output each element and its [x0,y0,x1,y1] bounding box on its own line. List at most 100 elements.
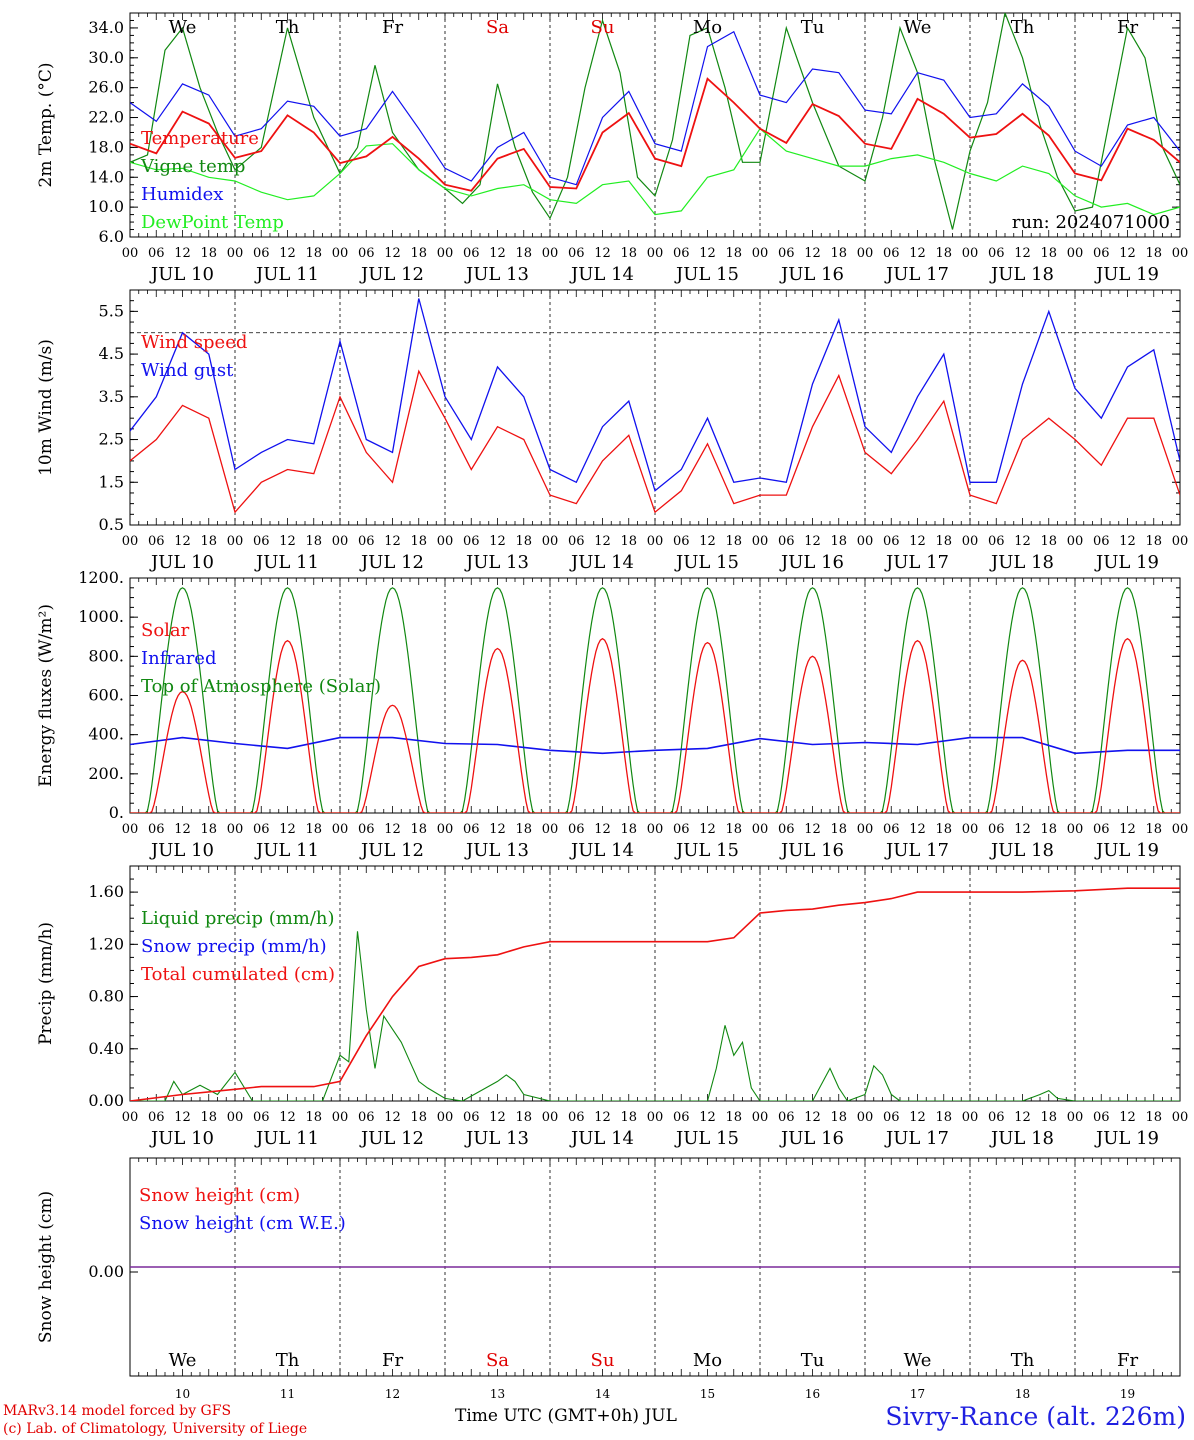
hour-tick-label: 00 [1172,822,1189,837]
hour-tick-label: 00 [647,246,664,261]
hour-tick-label: 18 [830,246,847,261]
hour-tick-label: 06 [463,534,480,549]
series-temperature-line [130,77,1180,192]
y-tick-label: 4.5 [99,344,124,363]
date-label: JUL 13 [464,1128,529,1149]
hour-tick-label: 00 [332,246,349,261]
date-label: JUL 11 [254,264,319,285]
hour-tick-label: 06 [358,246,375,261]
date-label: JUL 12 [359,552,424,573]
hour-tick-label: 06 [463,246,480,261]
hour-tick-label: 18 [515,246,532,261]
hour-tick-label: 06 [883,1110,900,1125]
date-label: JUL 18 [989,1128,1054,1149]
y-tick-label: 3.5 [99,387,124,406]
hour-tick-label: 06 [778,1110,795,1125]
hour-tick-label: 12 [279,1110,296,1125]
weekday-label: Sa [486,1350,509,1371]
weekday-label: Mo [693,17,722,38]
hour-tick-label: 18 [620,246,637,261]
hour-tick-label: 18 [305,534,322,549]
hour-tick-label: 06 [148,534,165,549]
hour-tick-label: 18 [1145,246,1162,261]
date-label: JUL 19 [1094,552,1159,573]
hour-tick-label: 18 [200,534,217,549]
date-label: JUL 12 [359,840,424,861]
day-number-label: 18 [1015,1387,1030,1401]
date-label: JUL 13 [464,840,529,861]
y-tick-label: 0.00 [88,1091,124,1110]
hour-tick-label: 18 [515,534,532,549]
hour-tick-label: 18 [200,822,217,837]
hour-tick-label: 12 [174,246,191,261]
date-label: JUL 15 [674,552,739,573]
hour-tick-label: 00 [857,534,874,549]
hour-tick-label: 06 [253,1110,270,1125]
date-label: JUL 13 [464,552,529,573]
hour-tick-label: 00 [1067,822,1084,837]
y-tick-label: 400. [88,725,124,744]
date-label: JUL 14 [569,552,634,573]
hour-tick-label: 18 [515,1110,532,1125]
date-label: JUL 18 [989,552,1054,573]
date-label: JUL 19 [1094,1128,1159,1149]
date-label: JUL 10 [149,840,214,861]
hour-tick-label: 12 [1119,246,1136,261]
legend-solar: Solar [141,620,190,641]
hour-tick-label: 18 [935,534,952,549]
legend-snow-precip-mm-h-: Snow precip (mm/h) [141,936,327,957]
hour-tick-label: 12 [594,534,611,549]
weekday-label: Tu [801,17,825,38]
hour-tick-label: 18 [935,822,952,837]
lab-credit: (c) Lab. of Climatology, University of L… [3,1421,308,1437]
date-label: JUL 16 [779,552,844,573]
y-tick-label: 26.0 [88,78,124,97]
date-label: JUL 16 [779,840,844,861]
hour-tick-label: 06 [568,246,585,261]
hour-tick-label: 00 [542,1110,559,1125]
hour-tick-label: 12 [1119,822,1136,837]
hour-tick-label: 12 [594,822,611,837]
y-tick-label: 2.5 [99,430,124,449]
hour-tick-label: 06 [148,246,165,261]
hour-tick-label: 12 [1014,822,1031,837]
hour-tick-label: 06 [358,822,375,837]
weekday-label: Fr [1117,1350,1138,1371]
hour-tick-label: 00 [437,246,454,261]
hour-tick-label: 00 [1067,534,1084,549]
hour-tick-label: 06 [568,1110,585,1125]
hour-tick-label: 12 [699,246,716,261]
date-label: JUL 17 [884,552,949,573]
y-axis-label: 2m Temp. (°C) [36,62,56,187]
hour-tick-label: 06 [148,822,165,837]
series-dewpoint-temp-line [130,127,1180,216]
hour-tick-label: 00 [1067,1110,1084,1125]
date-label: JUL 17 [884,840,949,861]
legend-top-of-atmosphere-solar-: Top of Atmosphere (Solar) [141,676,381,697]
hour-tick-label: 00 [1172,534,1189,549]
hour-tick-label: 12 [489,822,506,837]
hour-tick-label: 06 [568,534,585,549]
hour-tick-label: 18 [830,534,847,549]
hour-tick-label: 06 [148,1110,165,1125]
y-axis-label: Precip (mm/h) [36,922,56,1045]
legend-snow-height-cm-: Snow height (cm) [139,1185,300,1206]
hour-tick-label: 00 [962,822,979,837]
hour-tick-label: 06 [778,822,795,837]
date-label: JUL 11 [254,840,319,861]
hour-tick-label: 12 [909,534,926,549]
hour-tick-label: 12 [594,246,611,261]
weekday-label: Th [276,1350,300,1371]
hour-tick-label: 06 [673,534,690,549]
hour-tick-label: 12 [699,1110,716,1125]
hour-tick-label: 06 [1093,534,1110,549]
hour-tick-label: 06 [988,246,1005,261]
hour-tick-label: 06 [883,246,900,261]
hour-tick-label: 06 [988,1110,1005,1125]
hour-tick-label: 18 [1145,534,1162,549]
day-number-label: 12 [385,1387,400,1401]
y-tick-label: 22.0 [88,108,124,127]
hour-tick-label: 06 [358,1110,375,1125]
station-name: Sivry-Rance (alt. 226m) [885,1402,1186,1431]
